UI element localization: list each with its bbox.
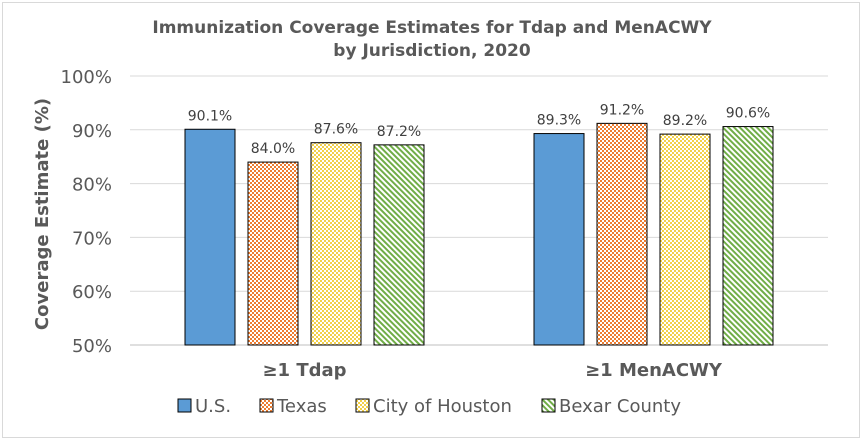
bar-data-label: 90.1% [188, 108, 232, 124]
y-tick-labels: 50% 60% 70% 80% 90% 100% [61, 67, 112, 357]
y-tick-label: 100% [61, 67, 112, 88]
bar-data-label: 89.2% [663, 113, 707, 129]
legend-swatch [355, 398, 370, 413]
legend: U.S. Texas City of Houston Bexar County [177, 396, 681, 417]
gridlines [130, 75, 828, 346]
legend-label: U.S. [195, 396, 231, 417]
chart-title-line2: by Jurisdiction, 2020 [333, 41, 531, 61]
bar [533, 133, 585, 346]
y-axis-label: Coverage Estimate (%) [32, 98, 53, 330]
legend-label: Bexar County [559, 396, 681, 417]
bar [184, 128, 236, 346]
bar-value-labels: 90.1% 84.0% 87.6% 87.2% 89.3% 91.2% 89.2% 90.6% [188, 102, 770, 157]
bar [722, 126, 774, 346]
bar-data-label: 89.3% [537, 113, 581, 129]
bar-data-label: 91.2% [600, 102, 644, 118]
chart-frame [2, 2, 860, 438]
legend-swatch [541, 398, 556, 413]
y-tick-label: 80% [72, 175, 112, 196]
legend-swatch [259, 398, 274, 413]
bar-data-label: 87.2% [377, 124, 421, 140]
bar [247, 161, 299, 346]
bar [373, 144, 425, 346]
bar [596, 122, 648, 346]
bar-data-label: 87.6% [314, 122, 358, 138]
bar-data-label: 90.6% [726, 106, 770, 122]
bar [659, 133, 711, 346]
y-tick-label: 70% [72, 228, 112, 249]
legend-label: Texas [276, 396, 327, 417]
x-tick-label: ≥1 MenACWY [585, 360, 723, 381]
bar [310, 142, 362, 346]
bars [184, 122, 774, 346]
y-tick-label: 60% [72, 282, 112, 303]
x-tick-labels: ≥1 Tdap ≥1 MenACWY [262, 360, 722, 381]
legend-label: City of Houston [373, 396, 512, 417]
chart-title-line1: Immunization Coverage Estimates for Tdap… [152, 18, 712, 38]
bar-data-label: 84.0% [251, 141, 295, 157]
y-tick-label: 90% [72, 121, 112, 142]
legend-swatch [177, 398, 192, 413]
x-tick-label: ≥1 Tdap [262, 360, 346, 381]
y-tick-label: 50% [72, 336, 112, 357]
